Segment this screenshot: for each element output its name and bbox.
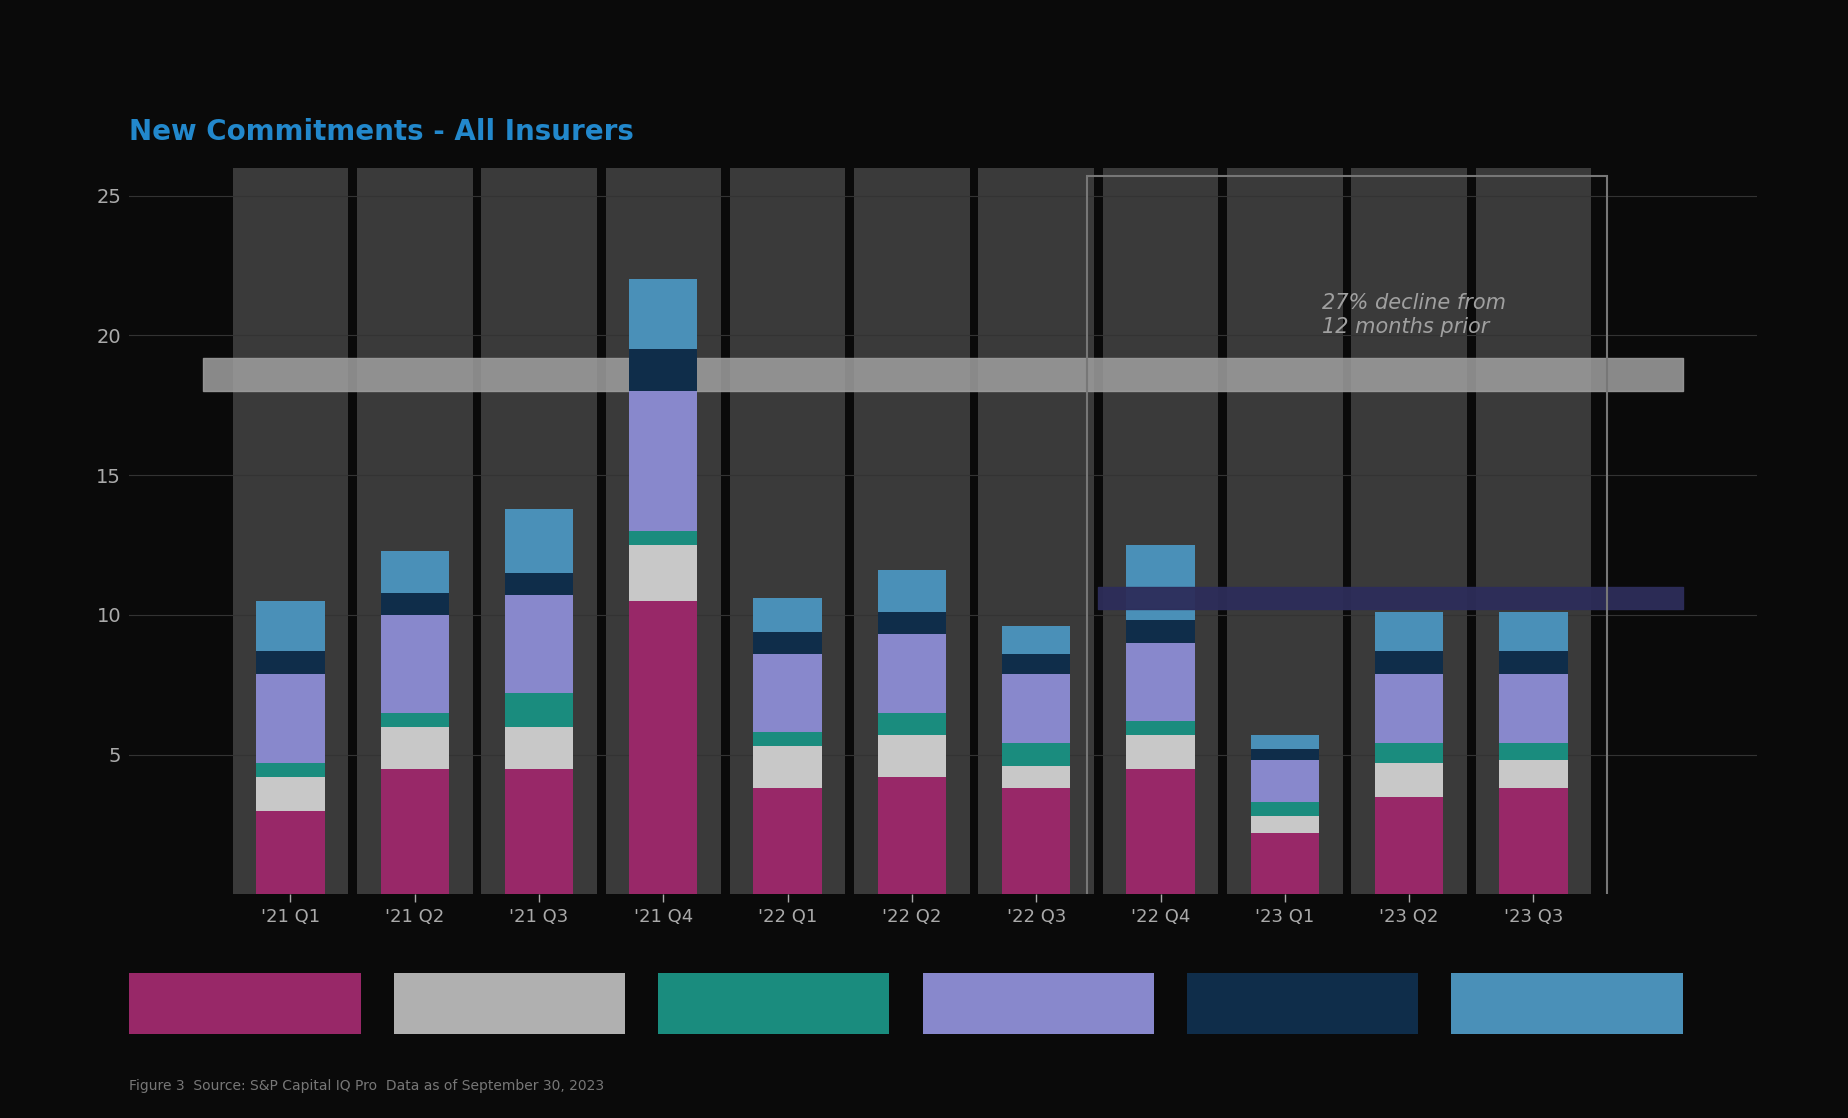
Bar [480,168,597,894]
Bar [1125,721,1194,736]
Bar [1125,643,1194,721]
Bar [257,811,325,894]
Bar [1499,760,1567,788]
Bar [1249,833,1318,894]
Bar [233,168,347,894]
Text: Figure 3  Source: S&P Capital IQ Pro  Data as of September 30, 2023: Figure 3 Source: S&P Capital IQ Pro Data… [129,1079,604,1093]
Bar [878,570,946,612]
Bar [730,168,845,894]
Bar [878,736,946,777]
Bar [752,788,821,894]
Bar [1002,673,1070,743]
Bar [604,168,721,894]
Bar [1002,743,1070,766]
Bar [1249,736,1318,749]
Bar [752,654,821,732]
Bar [752,747,821,788]
Text: 27% decline from
12 months prior: 27% decline from 12 months prior [1321,293,1506,337]
Bar [257,673,325,762]
Bar [628,280,697,349]
Bar [257,600,325,651]
Bar [878,612,946,634]
Bar [381,769,449,894]
Bar [381,713,449,727]
Bar [505,693,573,727]
Bar [628,601,697,894]
Bar [1002,788,1070,894]
Bar [1375,651,1443,673]
Bar [1499,613,1567,651]
Bar [628,391,697,531]
Bar [1375,673,1443,743]
Bar [628,349,697,391]
Bar [381,551,449,593]
Bar [1375,612,1443,651]
Bar [357,168,473,894]
Bar [1002,654,1070,673]
Bar [1002,626,1070,654]
Bar [1125,620,1194,643]
Bar [257,777,325,811]
Bar [1249,749,1318,760]
Bar [381,593,449,615]
Bar [752,598,821,632]
Bar [257,651,325,673]
Bar [505,769,573,894]
Bar [1351,168,1465,894]
Bar [257,762,325,777]
Bar [1002,766,1070,788]
Bar [1087,176,1606,903]
Bar [1375,796,1443,894]
Bar [1375,762,1443,796]
Bar [505,595,573,693]
Bar [854,168,968,894]
Bar [1227,168,1342,894]
Bar [1249,760,1318,803]
Bar [628,544,697,601]
Bar [1375,743,1443,762]
Bar [1249,816,1318,833]
Bar [505,572,573,595]
Bar [752,732,821,747]
Bar [1125,769,1194,894]
Bar [878,634,946,713]
Bar [1475,168,1591,894]
Bar [1499,651,1567,673]
Bar [878,713,946,736]
Bar [505,509,573,572]
Bar [978,168,1094,894]
Bar [1125,736,1194,769]
Bar [1499,788,1567,894]
Bar [381,727,449,769]
Text: New Commitments - All Insurers: New Commitments - All Insurers [129,117,634,146]
Bar [1249,803,1318,816]
Bar [1125,544,1194,620]
Bar [1499,673,1567,743]
Bar [505,727,573,769]
Bar [752,632,821,654]
Bar [878,777,946,894]
Bar [628,531,697,544]
Bar [381,615,449,713]
Bar [1499,743,1567,760]
Bar [1101,168,1218,894]
